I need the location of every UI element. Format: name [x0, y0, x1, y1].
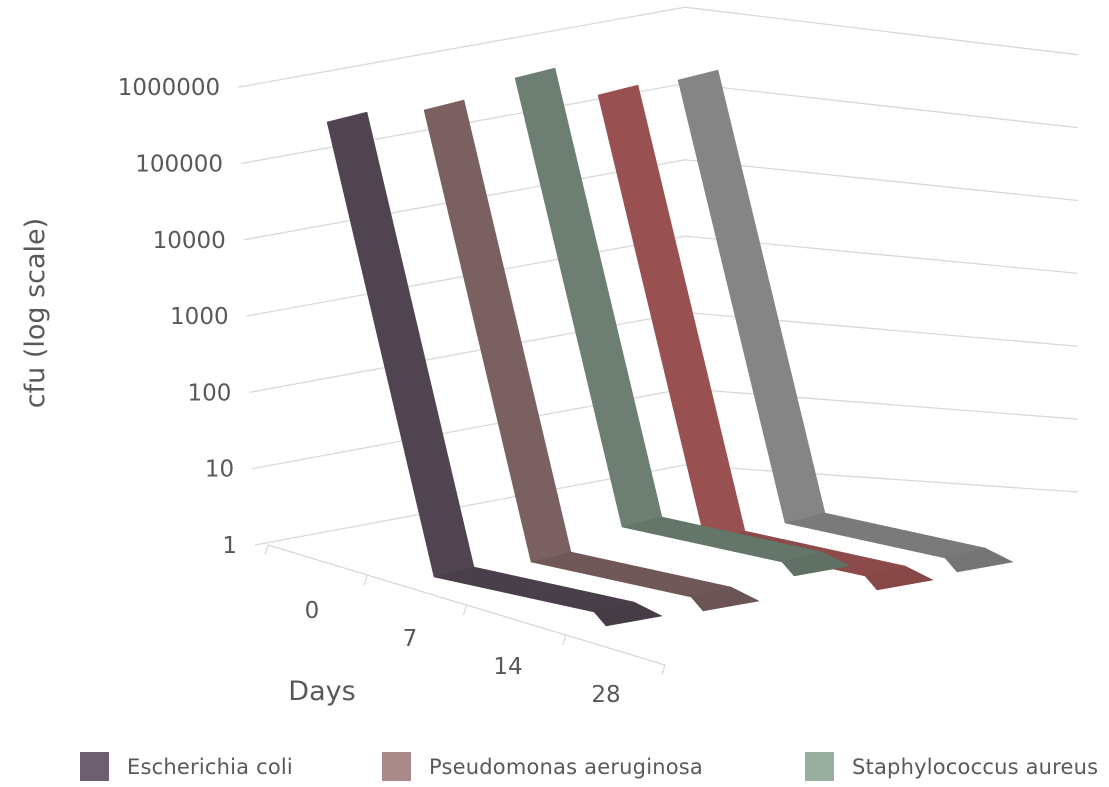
legend-swatch [382, 752, 411, 781]
x-axis-title: Days [288, 676, 355, 707]
y-tick-label: 1000000 [118, 75, 220, 101]
y-tick-label: 1 [222, 533, 237, 559]
x-axis [264, 544, 666, 676]
ribbon-end [864, 565, 934, 591]
legend-label: Staphylococcus aureus [852, 754, 1099, 779]
series-3 [514, 67, 851, 577]
gridline [254, 464, 1079, 546]
y-axis-title: cfu (log scale) [20, 218, 51, 408]
x-tick-label: 7 [403, 626, 418, 652]
ribbon-end [781, 551, 851, 577]
ribbon-end [944, 547, 1014, 573]
y-tick-label: 10 [205, 457, 234, 483]
ribbon-end [593, 601, 663, 627]
gridline [252, 388, 1079, 470]
legend-swatch [805, 752, 834, 781]
series-1 [326, 111, 663, 627]
x-tick [661, 664, 666, 676]
x-tick [363, 574, 368, 586]
x-tick [562, 634, 567, 646]
y-tick-label: 100 [187, 380, 231, 406]
y-tick-label: 10000 [153, 228, 226, 254]
axis-labels: 1 10 100 1000 10000 100000 1000000 0 7 14 28 cfu (l… [20, 75, 621, 708]
y-tick-label: 100000 [135, 152, 223, 178]
legend-label: Pseudomonas aeruginosa [429, 754, 704, 779]
gridline [238, 6, 1079, 88]
ribbon-end [690, 586, 760, 612]
legend-label: Escherichia coli [127, 754, 293, 779]
series-2 [423, 99, 760, 612]
x-tick-label: 0 [305, 598, 320, 624]
series-5 [677, 69, 1014, 573]
legend-swatch [80, 752, 109, 781]
y-tick-label: 1000 [170, 304, 229, 330]
series-layer [326, 67, 1014, 627]
x-tick-label: 14 [493, 654, 522, 680]
x-tick [264, 544, 269, 556]
legend-item: Pseudomonas aeruginosa [382, 752, 703, 781]
x-tick [462, 604, 468, 616]
legend: Escherichia coli Pseudomonas aeruginosa St… [0, 744, 1109, 783]
legend-item: Staphylococcus aureus [805, 752, 1098, 781]
legend-item: Escherichia coli [80, 752, 293, 781]
x-tick-label: 28 [591, 682, 620, 708]
